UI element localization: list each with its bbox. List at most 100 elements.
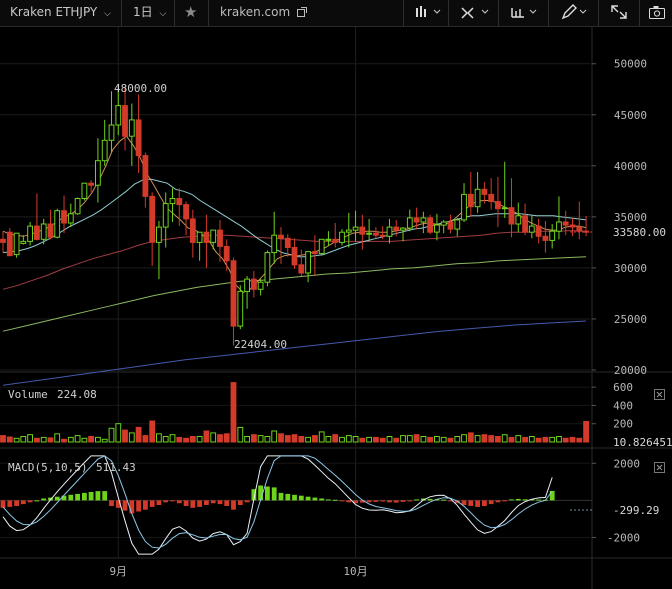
macd-histogram-bar: [319, 498, 325, 501]
drawing-button[interactable]: [560, 0, 590, 26]
candle-body: [556, 221, 562, 232]
candle: [359, 214, 366, 250]
macd-histogram-bar: [14, 500, 19, 506]
candle-body: [366, 232, 373, 235]
candle: [54, 208, 61, 239]
interval-selector[interactable]: 1日 ⌵: [133, 0, 166, 26]
candle: [542, 220, 549, 253]
candle-body: [440, 221, 447, 226]
macd-histogram-bar: [393, 500, 399, 503]
candle-body: [542, 235, 549, 241]
macd-pane[interactable]: MACD(5,10,5) 511.43 -299.29: [0, 455, 665, 555]
candle: [522, 203, 529, 236]
volume-bar: [434, 436, 440, 443]
indicators-button[interactable]: [510, 0, 540, 26]
candle-body: [305, 251, 312, 274]
signal-line: [2, 455, 553, 549]
candle: [61, 195, 67, 234]
candle-body: [393, 226, 400, 231]
macd-histogram-bar: [190, 500, 196, 508]
candle-body: [101, 139, 108, 162]
site-link[interactable]: kraken.com: [220, 0, 308, 26]
volume-bar: [467, 432, 474, 443]
candle-body: [427, 217, 434, 233]
divider: [639, 0, 640, 26]
macd-histogram-bar: [68, 494, 74, 501]
macd-value: 511.43: [96, 461, 136, 474]
volume-bars: [0, 382, 590, 443]
macd-histogram-bar: [41, 498, 47, 501]
volume-bar: [40, 436, 47, 443]
macd-histogram-bar: [231, 500, 236, 510]
macd-histogram-bar: [95, 491, 101, 501]
macd-histogram-bar: [353, 500, 358, 504]
candle: [352, 210, 359, 242]
compare-button[interactable]: [460, 0, 490, 26]
candle-body: [373, 232, 379, 236]
candle-body: [562, 221, 569, 226]
macd-histogram-bar: [102, 491, 108, 501]
macd-histogram-bar: [136, 500, 141, 512]
close-icon[interactable]: [654, 389, 665, 400]
candle: [217, 219, 223, 262]
volume-bar: [67, 436, 74, 443]
candle-body: [244, 278, 250, 292]
macd-histogram-bar: [441, 499, 447, 501]
divider: [548, 0, 549, 26]
candle-body: [108, 124, 115, 141]
candle: [312, 235, 318, 277]
price-pane[interactable]: 48000.00 22404.00 33580.00: [0, 82, 666, 386]
star-icon[interactable]: ★: [184, 3, 198, 21]
chart-type-button[interactable]: [414, 0, 442, 26]
y-tick-label: 600: [613, 381, 633, 394]
candle-body: [0, 238, 6, 243]
candle-body: [535, 225, 542, 237]
candle: [318, 238, 325, 256]
volume-bar: [257, 435, 264, 443]
candle: [278, 227, 284, 264]
candle: [528, 214, 535, 239]
candle: [562, 210, 569, 236]
external-link-icon: [297, 7, 308, 17]
macd-histogram-bar: [48, 497, 53, 501]
candle-body: [345, 229, 352, 233]
macd-histogram-bar: [448, 500, 453, 502]
candle: [230, 257, 237, 346]
candle: [332, 222, 339, 248]
candle-body: [528, 225, 535, 233]
candle: [393, 219, 400, 237]
close-icon[interactable]: [654, 462, 665, 473]
candle: [34, 193, 40, 241]
symbol-selector[interactable]: Kraken ETHJPY ⌵: [10, 0, 111, 26]
y-tick-label: 40000: [614, 160, 647, 173]
candle: [406, 209, 413, 232]
volume-bar: [318, 431, 325, 443]
candle-body: [6, 231, 13, 257]
volume-pane[interactable]: Volume 224.08 10.826451: [0, 382, 672, 449]
candle-body: [217, 229, 223, 247]
ma_xlong-line: [2, 320, 587, 386]
macd-histogram-bar: [529, 499, 535, 501]
candle-body: [40, 223, 47, 240]
fullscreen-button[interactable]: [610, 0, 628, 26]
screenshot-button[interactable]: [648, 0, 666, 26]
y-tick-label: -2000: [607, 531, 640, 544]
macd-histogram-bar: [434, 499, 440, 501]
macd-histogram-bar: [265, 486, 270, 501]
volume-bar: [176, 436, 183, 443]
grid: [0, 27, 672, 589]
macd-histogram-bar: [536, 499, 541, 501]
candle: [501, 161, 508, 218]
volume-bar: [0, 435, 6, 443]
divider: [121, 0, 122, 26]
volume-bar: [495, 436, 501, 443]
macd-histogram-bar: [380, 500, 386, 502]
divider: [498, 0, 499, 26]
macd-histogram-bar: [373, 500, 379, 502]
volume-bar: [339, 436, 345, 443]
candle-body: [189, 218, 196, 243]
candle: [345, 212, 352, 248]
macd-histogram-bar: [0, 500, 6, 508]
macd-histogram-bar: [522, 499, 528, 501]
